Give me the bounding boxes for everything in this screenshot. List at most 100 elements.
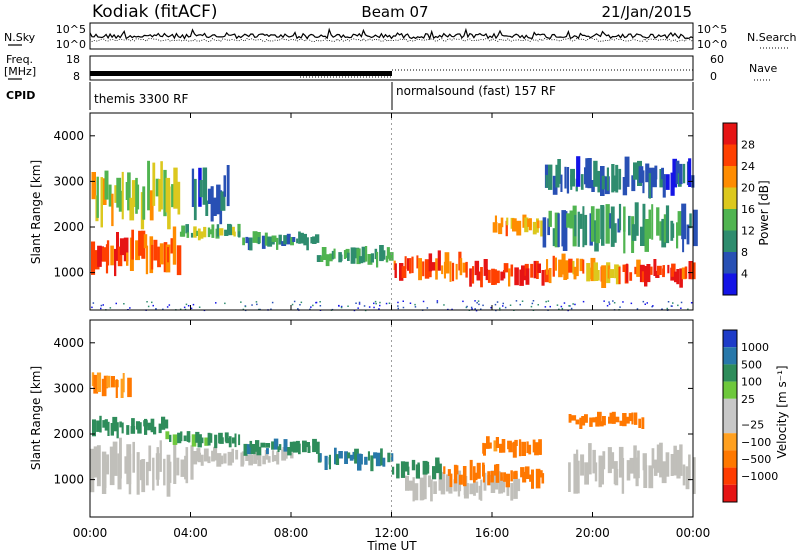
velocity-cell-1-3 bbox=[177, 432, 182, 444]
velocity-cell-7-9 bbox=[597, 411, 602, 426]
velocity-cell-5-10 bbox=[474, 472, 478, 481]
velocity-cell-2-16 bbox=[292, 441, 298, 453]
power-near-range-cell-18 bbox=[251, 304, 253, 306]
velocity-cell-0-22 bbox=[161, 416, 166, 430]
velocity-cell-3-5 bbox=[334, 447, 337, 465]
velocity-cell-7-15 bbox=[615, 416, 620, 423]
power-cell-2-8 bbox=[200, 231, 204, 239]
velocity-cell-3-16 bbox=[367, 451, 370, 461]
velocity-cell-5-15 bbox=[490, 471, 494, 483]
power-near-range-cell-57 bbox=[496, 301, 499, 303]
velocity-cell-8-11 bbox=[127, 377, 132, 398]
x-tick-label-0: 00:00 bbox=[73, 526, 108, 540]
velocity-y-tick-label-0: 1000 bbox=[53, 473, 84, 487]
power-near-range-cell-104 bbox=[374, 300, 377, 303]
power-cell-12-45 bbox=[670, 220, 674, 241]
power-cell-6-0 bbox=[469, 268, 472, 287]
power-cell-12-30 bbox=[628, 215, 631, 236]
power-near-range-cell-153 bbox=[466, 305, 468, 308]
power-near-range-cell-141 bbox=[478, 303, 480, 306]
velocity-cell-6-12 bbox=[518, 439, 522, 457]
power-cell-3-23 bbox=[306, 237, 309, 251]
power-cell-3-11 bbox=[271, 235, 277, 242]
velocity-cell-0-20 bbox=[153, 426, 157, 435]
power-cell-13-49 bbox=[679, 163, 683, 185]
power-cell-5-22 bbox=[455, 263, 458, 280]
power-cell-3-22 bbox=[303, 233, 307, 246]
ground-scatter-cell-1-18 bbox=[248, 454, 253, 466]
velocity-cell-1-5 bbox=[183, 435, 187, 442]
velocity-cell-6-2 bbox=[486, 436, 490, 449]
power-cell-3-13 bbox=[278, 234, 282, 245]
power-near-range-cell-137 bbox=[582, 300, 585, 303]
power-cell-5-25 bbox=[462, 262, 466, 273]
power-cell-7-9 bbox=[568, 258, 573, 273]
ground-scatter-cell-3-31 bbox=[665, 452, 670, 477]
ground-scatter-cell-2-29 bbox=[498, 471, 501, 494]
power-cell-3-16 bbox=[286, 233, 291, 245]
power-cell-12-13 bbox=[579, 213, 583, 229]
ground-scatter-cell-3-15 bbox=[614, 469, 619, 486]
power-cell-6-4 bbox=[480, 267, 483, 288]
ground-scatter-cell-3-20 bbox=[633, 445, 637, 479]
power-cell-7-24 bbox=[609, 269, 614, 278]
power-cell-12-47 bbox=[676, 222, 679, 249]
ground-scatter-cell-2-3 bbox=[413, 483, 419, 501]
velocity-cell-0-1 bbox=[96, 420, 100, 432]
power-cell-7-13 bbox=[579, 258, 584, 272]
power-cell-5-13 bbox=[428, 253, 433, 272]
velocity-cell-3-20 bbox=[380, 448, 383, 466]
power-cell-10-7 bbox=[210, 186, 214, 222]
power-cell-1-8 bbox=[151, 244, 154, 270]
power-near-range-cell-2 bbox=[256, 303, 258, 306]
power-cell-1-10 bbox=[157, 246, 161, 268]
velocity-colorbar-tick-6: −500 bbox=[741, 453, 771, 466]
station-title: Kodiak (fitACF) bbox=[92, 2, 218, 22]
power-cell-11-14 bbox=[532, 221, 537, 235]
power-cell-12-38 bbox=[648, 209, 651, 233]
power-cell-4-4 bbox=[329, 253, 333, 262]
velocity-colorbar-swatch-2 bbox=[723, 364, 737, 382]
ground-scatter-cell-3-22 bbox=[637, 450, 640, 479]
ground-scatter-cell-0-22 bbox=[159, 440, 162, 472]
power-near-range-cell-118 bbox=[319, 305, 322, 307]
velocity-cell-0-4 bbox=[104, 419, 108, 431]
power-cell-11-17 bbox=[540, 220, 543, 237]
ground-scatter-cell-3-24 bbox=[643, 465, 648, 488]
power-near-range-cell-106 bbox=[340, 305, 343, 308]
velocity-cell-6-6 bbox=[499, 443, 503, 453]
power-cell-11-7 bbox=[512, 218, 517, 232]
power-cell-9-0 bbox=[91, 172, 96, 200]
power-cell-13-12 bbox=[576, 156, 581, 187]
ground-scatter-cell-2-15 bbox=[453, 479, 458, 492]
power-cell-2-21 bbox=[237, 223, 241, 237]
ground-scatter-cell-0-19 bbox=[152, 457, 155, 491]
velocity-cell-2-3 bbox=[250, 444, 256, 455]
power-near-range-cell-129 bbox=[402, 300, 404, 302]
power-y-tick-label-3: 4000 bbox=[53, 129, 84, 143]
power-cell-1-2 bbox=[135, 240, 140, 261]
power-near-range-cell-177 bbox=[531, 302, 534, 305]
power-near-range-cell-162 bbox=[547, 300, 550, 302]
ground-scatter-cell-3-34 bbox=[676, 449, 681, 479]
power-cell-6-3 bbox=[476, 271, 482, 281]
power-cell-12-42 bbox=[661, 218, 667, 248]
velocity-cell-4-15 bbox=[439, 463, 442, 480]
ground-scatter-cell-3-13 bbox=[609, 452, 615, 469]
power-cell-13-10 bbox=[570, 174, 573, 190]
power-cell-3-17 bbox=[290, 237, 294, 246]
power-cell-4-20 bbox=[374, 248, 378, 260]
power-cell-2-9 bbox=[203, 226, 207, 238]
power-cell-6-25 bbox=[537, 263, 541, 273]
velocity-cell-1-14 bbox=[210, 433, 213, 443]
velocity-cell-7-6 bbox=[589, 417, 593, 427]
power-cell-13-40 bbox=[654, 165, 658, 180]
power-near-range-cell-125 bbox=[293, 300, 296, 303]
velocity-cell-7-21 bbox=[634, 412, 638, 425]
power-near-range-cell-140 bbox=[100, 304, 103, 307]
ground-scatter-cell-2-13 bbox=[445, 474, 451, 492]
ground-scatter-cell-3-18 bbox=[626, 460, 631, 481]
ground-scatter-cell-2-34 bbox=[513, 473, 518, 499]
velocity-cell-2-4 bbox=[255, 440, 260, 452]
noise-left-tick-bottom: 10^0 bbox=[56, 38, 86, 51]
